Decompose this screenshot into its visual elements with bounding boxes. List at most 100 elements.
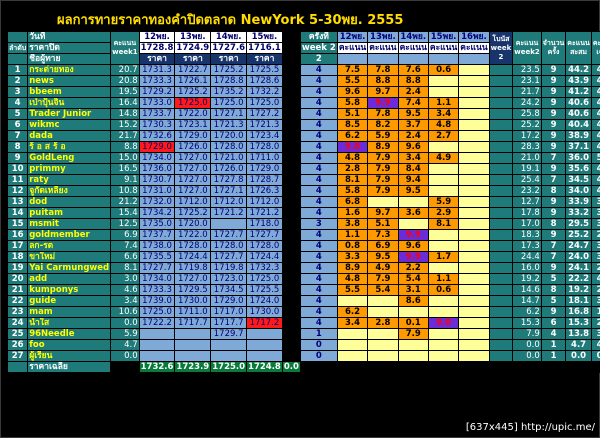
week1-score-cell: 3.0: [110, 273, 140, 285]
average-row-rank: [6, 361, 29, 373]
day-score-cell: [458, 339, 490, 351]
day-score-cell: [458, 284, 490, 296]
day-score-cell: 6.2: [336, 130, 369, 142]
table-row: 3 bbeem 19.5 1729.2 1725.2 1735.2 1732.2 4 9.6 9.…: [6, 86, 600, 98]
guess-price-cell: [246, 328, 283, 340]
guess-price-cell: 1734.2: [138, 207, 176, 219]
average-price-value: 1732.6: [138, 361, 176, 373]
week2-score-cell: 19.1: [512, 163, 542, 175]
times-cell: 4: [299, 240, 338, 252]
day-score-cell: [397, 196, 429, 208]
average-score-cell: 4.5: [590, 108, 600, 120]
day-score-cell: 1.7: [427, 251, 460, 263]
guess-price-cell: 1727.7: [210, 229, 248, 241]
day-score-cell: 7.9: [397, 328, 429, 340]
bonus-cell: [488, 284, 514, 296]
guess-price-cell: 1732.6: [138, 130, 176, 142]
week2-score-cell: 25.2: [512, 119, 542, 131]
guess-price-cell: 1725.2: [210, 64, 248, 76]
week2-score-cell: 19.2: [512, 273, 542, 285]
guess-price-cell: 1722.0: [174, 229, 212, 241]
day-score-cell: [427, 86, 460, 98]
guess-price-cell: 1727.1: [210, 185, 248, 197]
day-score-cell: 2.8: [336, 163, 369, 175]
week1-score-cell: 8.1: [110, 262, 140, 274]
header-rank-top: [6, 31, 29, 43]
guess-price-cell: [246, 350, 283, 362]
total-score-cell: 38.9: [565, 130, 592, 142]
week1-score-cell: 7.4: [110, 240, 140, 252]
guess-price-cell: 1728.7: [246, 174, 283, 186]
guess-price-cell: 1712.0: [174, 196, 212, 208]
day-score-cell: [397, 350, 429, 362]
guess-price-cell: 1727.0: [174, 273, 212, 285]
times-cell: 4: [299, 207, 338, 219]
bonus-cell: [488, 163, 514, 175]
total-score-cell: 15.3: [565, 317, 592, 329]
guess-price-cell: 1729.0: [246, 163, 283, 175]
day-score-cell: 0.6: [427, 64, 460, 76]
average-score-cell: 2.8: [590, 229, 600, 241]
row-spacer: [281, 262, 301, 274]
rank-cell: 2: [6, 75, 29, 87]
times-cell: 1: [299, 328, 338, 340]
day-score-cell: 9.6: [336, 86, 369, 98]
count-cell: 5: [540, 295, 567, 307]
header-score-date-14: 14พย.: [397, 31, 429, 43]
day-score-cell: [427, 262, 460, 274]
header-week2: week 2: [299, 42, 338, 54]
bonus-cell: [488, 86, 514, 98]
average-row-w1-blank: [110, 361, 140, 373]
guess-price-cell: 1736.0: [138, 163, 176, 175]
total-score-cell: 25.2: [565, 229, 592, 241]
row-spacer: [281, 240, 301, 252]
times-cell: 4: [299, 97, 338, 109]
day-score-cell: [458, 152, 490, 164]
times-cell: 4: [299, 273, 338, 285]
day-score-cell: 4.9: [427, 152, 460, 164]
average-price-value: 1725.0: [210, 361, 248, 373]
member-name-cell: จูกัดเหลียง: [27, 185, 112, 197]
row-spacer: [281, 108, 301, 120]
day-score-cell: [367, 306, 399, 318]
day-score-cell: 8.6: [397, 295, 429, 307]
header-score-label-12: คะแนน: [336, 42, 369, 54]
day-score-cell: 5.1: [336, 108, 369, 120]
guess-price-cell: 1727.1: [210, 108, 248, 120]
average-price-value: 1723.9: [174, 361, 212, 373]
rank-cell: 15: [6, 218, 29, 230]
guess-price-cell: 1729.2: [138, 86, 176, 98]
guess-price-cell: 1725.0: [246, 97, 283, 109]
rank-cell: 23: [6, 306, 29, 318]
day-score-cell: [458, 295, 490, 307]
count-cell: 9: [540, 119, 567, 131]
header-rank: ลำดับ: [6, 42, 29, 54]
guess-price-cell: 1735.5: [138, 251, 176, 263]
day-score-cell: 5.5: [336, 75, 369, 87]
day-score-cell: 3.4: [397, 152, 429, 164]
day-score-cell: [397, 306, 429, 318]
header-score-date-16: 16พย.: [458, 31, 490, 43]
header-close-13: 1724.9: [174, 42, 212, 54]
guess-price-cell: 1725.0: [138, 306, 176, 318]
guess-price-cell: 1734.0: [138, 152, 176, 164]
week2-score-cell: 17.8: [512, 207, 542, 219]
member-name-cell: Yai Carmungwed: [27, 262, 112, 274]
table-row: 11 raty 9.1 1730.7 1727.0 1727.8 1728.7 4 8.1 7.9…: [6, 174, 600, 186]
header-price-12: ราคา: [138, 53, 176, 65]
average-score-cell: 5.1: [590, 152, 600, 164]
guess-price-cell: 1712.0: [210, 196, 248, 208]
row-spacer: [281, 273, 301, 285]
average-row-blank: [336, 361, 369, 373]
rank-cell: 22: [6, 295, 29, 307]
guess-price-cell: 1724.4: [174, 251, 212, 263]
guess-price-cell: 1729.0: [210, 295, 248, 307]
guess-price-cell: 1720.0: [210, 130, 248, 142]
guess-price-cell: 1718.0: [246, 218, 283, 230]
average-score-cell: 4.9: [590, 64, 600, 76]
day-score-cell: 5.4: [397, 273, 429, 285]
times-cell: 4: [299, 262, 338, 274]
guess-price-cell: [210, 218, 248, 230]
day-score-cell: [367, 328, 399, 340]
